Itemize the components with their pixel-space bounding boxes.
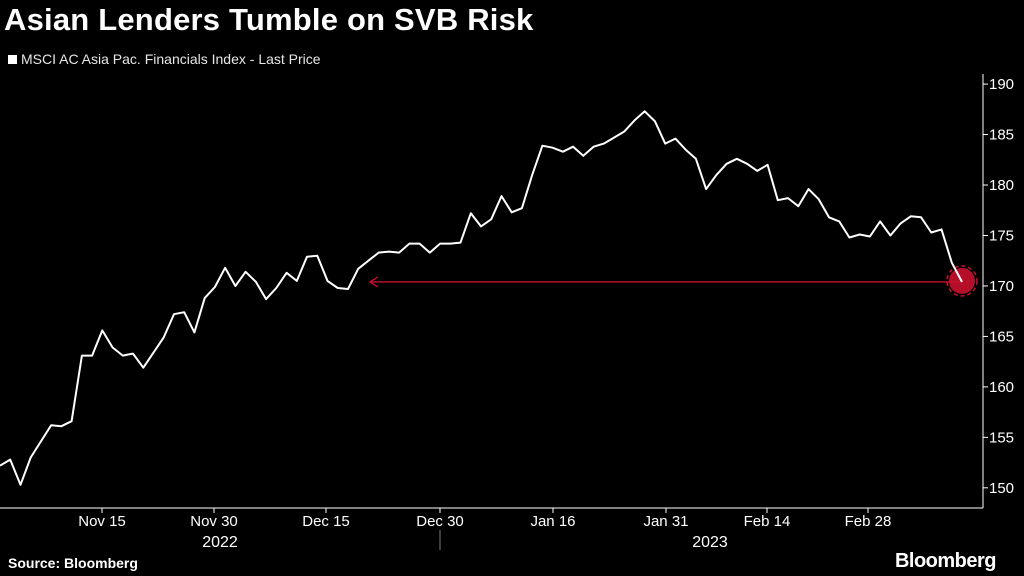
y-tick-label: 170	[989, 278, 1014, 295]
x-tick-label: Dec 15	[302, 513, 350, 530]
x-tick-label: Nov 30	[190, 513, 238, 530]
y-tick-label: 165	[989, 328, 1014, 345]
bloomberg-logo: Bloomberg	[894, 550, 997, 572]
y-tick-label: 160	[989, 379, 1014, 396]
x-tick-label: Nov 15	[78, 513, 126, 530]
y-tick-label: 180	[989, 177, 1014, 194]
y-tick-label: 190	[989, 76, 1014, 93]
legend: MSCI AC Asia Pac. Financials Index - Las…	[8, 51, 321, 67]
chart-title: Asian Lenders Tumble on SVB Risk	[4, 2, 534, 37]
y-tick-label: 155	[989, 429, 1014, 446]
y-tick-label: 150	[989, 480, 1014, 497]
x-tick-label: Jan 16	[530, 513, 575, 530]
annotation-arrowhead	[368, 276, 379, 288]
y-tick-label: 175	[989, 227, 1014, 244]
x-tick-label: Feb 14	[744, 513, 791, 530]
series-line	[0, 110, 963, 486]
x-tick-label: Dec 30	[416, 513, 464, 530]
year-label: 2023	[692, 534, 728, 551]
annotation-circle-ring	[946, 265, 978, 297]
year-label: 2022	[202, 534, 238, 551]
x-tick-label: Jan 31	[643, 513, 688, 530]
source-note: Source: Bloomberg	[8, 555, 138, 571]
y-tick-label: 185	[989, 127, 1014, 144]
x-tick-label: Feb 28	[845, 513, 892, 530]
legend-swatch	[8, 54, 17, 64]
legend-label: MSCI AC Asia Pac. Financials Index - Las…	[21, 51, 321, 67]
